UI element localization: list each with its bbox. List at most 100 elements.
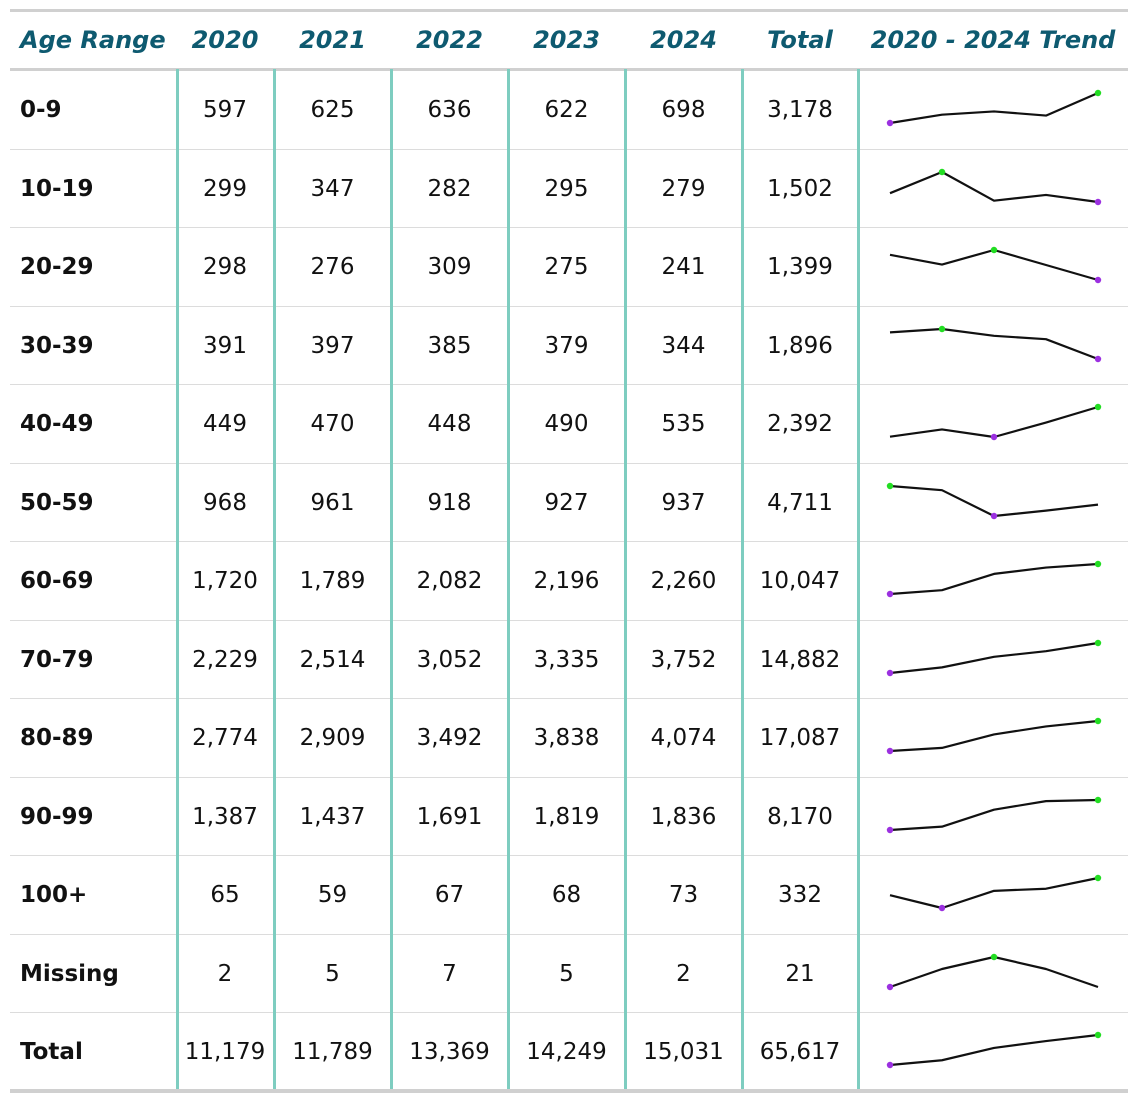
value-cell: 1,387: [192, 803, 258, 830]
total-cell: 1,399: [767, 254, 833, 280]
trend-min-point: [938, 904, 946, 912]
table-row: 80-89 2,774 2,909 3,492 3,838 4,074 17,087: [10, 699, 1128, 778]
value-cell: 961: [310, 489, 355, 516]
trend-max-point: [1094, 89, 1102, 97]
value-cell: 282: [427, 175, 472, 202]
trend-min-point: [886, 747, 894, 755]
value-cell: 1,789: [299, 568, 366, 594]
value-cell: 3,752: [650, 646, 717, 673]
header-2020: 2020: [191, 26, 259, 54]
value-cell: 397: [310, 332, 355, 359]
value-cell: 309: [427, 254, 472, 280]
value-cell: 3,335: [533, 646, 600, 673]
value-cell: 2: [676, 960, 691, 987]
trend-sparkline: [889, 246, 1102, 284]
trend-min-point: [886, 590, 894, 598]
value-cell: 385: [427, 332, 472, 359]
header-total: Total: [767, 26, 833, 54]
row-label: 20-29: [20, 254, 94, 280]
total-cell: 4,711: [767, 489, 833, 516]
value-cell: 937: [661, 489, 706, 516]
value-cell: 379: [544, 332, 589, 359]
total-cell: 2,392: [767, 411, 833, 437]
trend-line: [889, 327, 1099, 360]
table-row: 40-49 449 470 448 490 535 2,392: [10, 385, 1128, 464]
header-2022: 2022: [416, 26, 483, 54]
value-cell: 449: [203, 411, 247, 437]
trend-line: [889, 562, 1099, 596]
table-row: Total 11,179 11,789 13,369 14,249 15,031 65,61…: [10, 1013, 1128, 1092]
trend-line: [889, 876, 1099, 910]
table-row: 30-39 391 397 385 379 344 1,896: [10, 307, 1128, 385]
trend-sparkline: [886, 796, 1102, 833]
table-row: 70-79 2,229 2,514 3,052 3,335 3,752 14,882: [10, 621, 1128, 699]
value-cell: 5: [325, 960, 340, 987]
row-label: 60-69: [20, 568, 94, 594]
value-cell: 2,909: [299, 725, 366, 751]
value-cell: 1,836: [650, 803, 717, 830]
value-cell: 2,514: [299, 646, 366, 673]
total-cell: 65,617: [759, 1039, 841, 1065]
table-row: 50-59 968 961 918 927 937 4,711: [10, 464, 1128, 542]
trend-sparkline: [886, 717, 1102, 755]
value-cell: 2,260: [650, 568, 717, 594]
value-cell: 347: [310, 175, 355, 202]
trend-max-point: [938, 168, 946, 175]
value-cell: 1,720: [192, 568, 258, 594]
header-rule: [10, 68, 1128, 71]
value-cell: 2,774: [192, 725, 258, 751]
row-separator: [10, 305, 1128, 307]
value-cell: 3,492: [416, 725, 483, 751]
trend-max-point: [1094, 639, 1102, 646]
table-row: Missing 2 5 7 5 2 21: [10, 935, 1128, 1013]
row-separator: [10, 698, 1128, 699]
trend-max-point: [1094, 717, 1102, 725]
value-cell: 68: [551, 882, 582, 908]
trend-sparkline: [886, 89, 1102, 127]
row-separator: [10, 384, 1128, 385]
value-cell: 927: [544, 489, 589, 516]
row-separator: [10, 148, 1128, 150]
row-separator: [10, 855, 1128, 856]
row-label: 70-79: [20, 646, 94, 673]
trend-max-point: [1094, 874, 1102, 882]
value-cell: 2,196: [533, 568, 600, 594]
value-cell: 391: [203, 332, 247, 359]
trend-line: [889, 248, 1099, 282]
header-2024: 2024: [650, 26, 717, 54]
value-cell: 2,082: [416, 568, 483, 594]
value-cell: 597: [203, 97, 247, 123]
header-age-range: Age Range: [20, 26, 166, 54]
column-divider: [857, 69, 860, 1090]
trend-max-point: [886, 482, 894, 489]
value-cell: 625: [310, 97, 355, 123]
value-cell: 1,819: [533, 803, 600, 830]
column-divider: [624, 69, 627, 1090]
trend-line: [889, 719, 1099, 753]
row-label: 100+: [20, 882, 88, 908]
value-cell: 344: [661, 332, 706, 359]
total-cell: 21: [785, 960, 815, 987]
trend-min-point: [886, 669, 894, 676]
value-cell: 59: [317, 882, 348, 908]
total-cell: 3,178: [767, 97, 833, 123]
value-cell: 3,052: [416, 646, 483, 673]
value-cell: 276: [310, 254, 355, 280]
value-cell: 535: [661, 411, 706, 437]
column-divider: [390, 69, 393, 1090]
trend-line: [889, 91, 1099, 125]
value-cell: 65: [210, 882, 240, 908]
value-cell: 3,838: [533, 725, 600, 751]
value-cell: 299: [203, 175, 247, 202]
value-cell: 470: [310, 411, 355, 437]
row-separator: [10, 541, 1128, 542]
value-cell: 448: [427, 411, 472, 437]
trend-min-point: [990, 433, 998, 441]
trend-sparkline: [889, 874, 1102, 912]
trend-sparkline: [889, 168, 1102, 205]
row-label: Total: [20, 1039, 83, 1065]
trend-max-point: [990, 953, 998, 960]
header-trend: 2020 - 2024 Trend: [870, 26, 1116, 54]
trend-line: [889, 405, 1099, 439]
total-cell: 8,170: [767, 803, 833, 830]
